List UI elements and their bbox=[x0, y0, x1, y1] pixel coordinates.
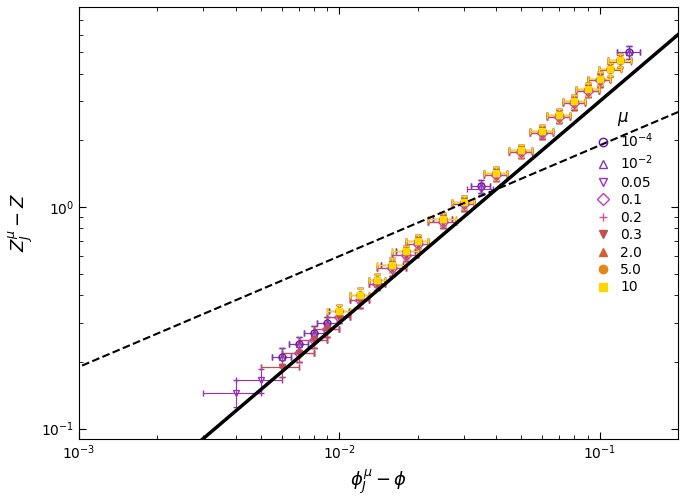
Legend: $10^{-4}$, $10^{-2}$, 0.05, 0.1, 0.2, 0.3, 2.0, 5.0, 10: $10^{-4}$, $10^{-2}$, 0.05, 0.1, 0.2, 0.… bbox=[587, 103, 659, 300]
Y-axis label: $Z_J^{\mu} - Z$: $Z_J^{\mu} - Z$ bbox=[7, 193, 36, 253]
X-axis label: $\phi_J^{\mu} - \phi$: $\phi_J^{\mu} - \phi$ bbox=[350, 468, 407, 496]
